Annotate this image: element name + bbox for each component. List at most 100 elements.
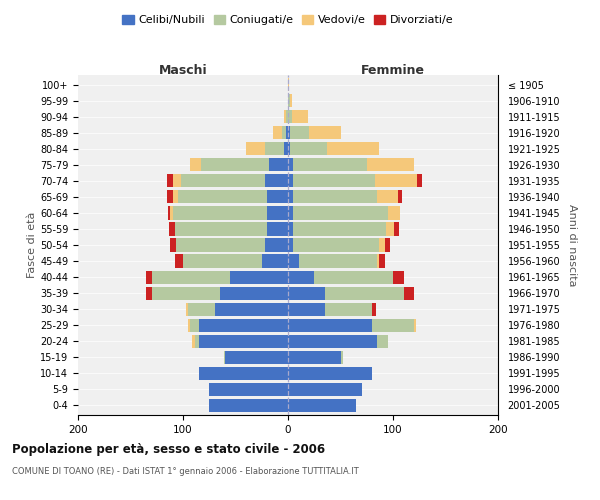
Bar — [377, 254, 379, 268]
Bar — [309, 126, 341, 140]
Bar — [167, 190, 173, 203]
Bar — [341, 350, 343, 364]
Bar — [288, 383, 361, 396]
Bar — [293, 238, 379, 252]
Bar — [265, 142, 284, 156]
Bar — [379, 238, 385, 252]
Bar — [288, 190, 293, 203]
Bar — [220, 286, 288, 300]
Bar — [377, 190, 398, 203]
Bar — [385, 238, 390, 252]
Bar — [375, 174, 417, 188]
Bar — [190, 318, 199, 332]
Bar — [314, 270, 393, 283]
Bar — [190, 158, 201, 172]
Bar — [267, 222, 288, 235]
Bar — [181, 174, 265, 188]
Bar — [209, 383, 288, 396]
Bar — [327, 142, 379, 156]
Bar — [199, 334, 288, 348]
Bar — [288, 94, 290, 107]
Bar — [188, 302, 215, 316]
Bar — [288, 238, 293, 252]
Bar — [146, 286, 151, 300]
Bar — [288, 318, 372, 332]
Bar — [286, 126, 288, 140]
Bar — [288, 174, 293, 188]
Bar — [194, 334, 199, 348]
Bar — [293, 190, 377, 203]
Bar — [288, 78, 289, 91]
Bar — [414, 318, 416, 332]
Bar — [168, 206, 170, 220]
Bar — [325, 302, 372, 316]
Bar — [170, 206, 173, 220]
Bar — [293, 206, 388, 220]
Text: Femmine: Femmine — [361, 64, 425, 76]
Legend: Celibi/Nubili, Coniugati/e, Vedovi/e, Divorziati/e: Celibi/Nubili, Coniugati/e, Vedovi/e, Di… — [118, 10, 458, 30]
Bar — [367, 158, 414, 172]
Bar — [209, 399, 288, 412]
Bar — [288, 334, 377, 348]
Bar — [388, 206, 400, 220]
Bar — [269, 158, 288, 172]
Bar — [151, 270, 230, 283]
Bar — [288, 254, 299, 268]
Bar — [201, 158, 269, 172]
Bar — [186, 302, 188, 316]
Bar — [267, 190, 288, 203]
Bar — [265, 238, 288, 252]
Bar — [286, 110, 288, 124]
Bar — [193, 334, 194, 348]
Bar — [225, 350, 288, 364]
Bar — [175, 254, 183, 268]
Bar — [173, 174, 181, 188]
Bar — [199, 318, 288, 332]
Bar — [398, 190, 403, 203]
Bar — [167, 174, 173, 188]
Bar — [288, 350, 341, 364]
Bar — [173, 190, 178, 203]
Bar — [146, 270, 151, 283]
Bar — [417, 174, 422, 188]
Bar — [176, 238, 265, 252]
Bar — [183, 254, 262, 268]
Bar — [288, 270, 314, 283]
Bar — [292, 110, 308, 124]
Bar — [265, 174, 288, 188]
Bar — [169, 222, 175, 235]
Y-axis label: Fasce di età: Fasce di età — [27, 212, 37, 278]
Text: Maschi: Maschi — [158, 64, 208, 76]
Text: Popolazione per età, sesso e stato civile - 2006: Popolazione per età, sesso e stato civil… — [12, 442, 325, 456]
Bar — [288, 126, 290, 140]
Bar — [288, 158, 293, 172]
Bar — [394, 222, 400, 235]
Bar — [188, 318, 190, 332]
Bar — [151, 286, 220, 300]
Bar — [372, 302, 376, 316]
Bar — [284, 142, 288, 156]
Bar — [288, 399, 356, 412]
Bar — [267, 206, 288, 220]
Bar — [290, 126, 309, 140]
Bar — [372, 318, 414, 332]
Bar — [293, 158, 367, 172]
Bar — [288, 286, 325, 300]
Bar — [290, 142, 327, 156]
Bar — [175, 222, 267, 235]
Bar — [299, 254, 377, 268]
Bar — [288, 222, 293, 235]
Bar — [377, 334, 388, 348]
Bar — [215, 302, 288, 316]
Bar — [170, 238, 176, 252]
Bar — [262, 254, 288, 268]
Bar — [379, 254, 385, 268]
Bar — [274, 126, 282, 140]
Bar — [288, 366, 372, 380]
Bar — [386, 222, 394, 235]
Bar — [178, 190, 267, 203]
Bar — [404, 286, 414, 300]
Bar — [173, 206, 267, 220]
Bar — [199, 366, 288, 380]
Bar — [246, 142, 265, 156]
